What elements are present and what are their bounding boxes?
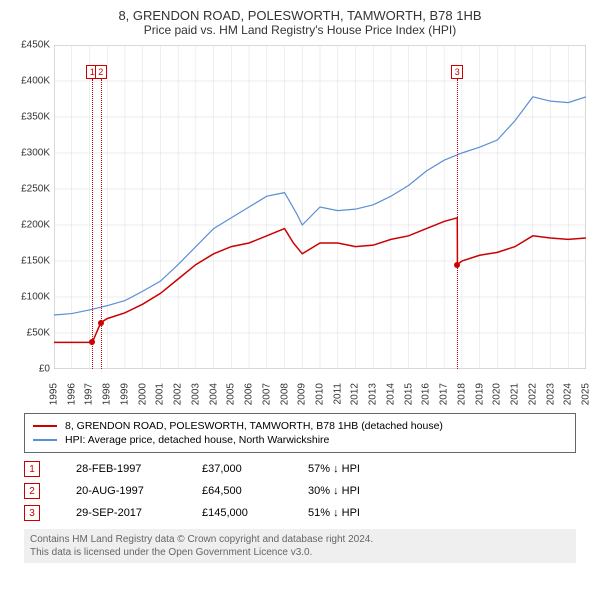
y-tick-label: £250K (10, 184, 50, 195)
x-tick-label: 2016 (421, 383, 432, 405)
x-tick-label: 2022 (527, 383, 538, 405)
event-row-marker: 3 (24, 505, 40, 521)
x-tick-label: 1999 (119, 383, 130, 405)
x-tick-label: 2017 (439, 383, 450, 405)
event-price: £37,000 (202, 463, 272, 475)
event-marker-3: 3 (451, 65, 463, 79)
y-tick-label: £350K (10, 112, 50, 123)
y-tick-label: £300K (10, 148, 50, 159)
chart-container: 8, GRENDON ROAD, POLESWORTH, TAMWORTH, B… (0, 0, 600, 579)
x-tick-label: 2005 (226, 383, 237, 405)
x-tick-label: 2006 (244, 383, 255, 405)
x-tick-label: 2024 (563, 383, 574, 405)
chart-area: 123 £0£50K£100K£150K£200K£250K£300K£350K… (10, 45, 590, 405)
event-marker-line (92, 79, 93, 369)
x-tick-label: 2014 (385, 383, 396, 405)
x-tick-label: 2001 (155, 383, 166, 405)
event-marker-line (457, 79, 458, 369)
x-tick-label: 2009 (297, 383, 308, 405)
x-tick-label: 2020 (492, 383, 503, 405)
x-tick-label: 1998 (102, 383, 113, 405)
x-tick-label: 2021 (510, 383, 521, 405)
x-tick-label: 2003 (190, 383, 201, 405)
event-price: £145,000 (202, 507, 272, 519)
x-tick-label: 2004 (208, 383, 219, 405)
event-date: 29-SEP-2017 (76, 507, 166, 519)
x-tick-label: 2019 (474, 383, 485, 405)
legend-item: HPI: Average price, detached house, Nort… (33, 434, 567, 446)
x-tick-label: 2013 (368, 383, 379, 405)
event-hpi-delta: 51% ↓ HPI (308, 507, 360, 519)
plot-svg (54, 45, 586, 369)
x-tick-label: 1996 (66, 383, 77, 405)
x-tick-label: 2012 (350, 383, 361, 405)
y-tick-label: £100K (10, 292, 50, 303)
x-tick-label: 2010 (315, 383, 326, 405)
footer-line1: Contains HM Land Registry data © Crown c… (30, 533, 570, 546)
x-tick-label: 2002 (173, 383, 184, 405)
event-row: 3 29-SEP-2017 £145,000 51% ↓ HPI (24, 505, 576, 521)
event-datapoint-2 (98, 320, 104, 326)
event-list: 1 28-FEB-1997 £37,000 57% ↓ HPI 2 20-AUG-1997… (24, 461, 576, 521)
event-row: 1 28-FEB-1997 £37,000 57% ↓ HPI (24, 461, 576, 477)
y-tick-label: £0 (10, 364, 50, 375)
legend-swatch (33, 425, 57, 427)
event-date: 20-AUG-1997 (76, 485, 166, 497)
x-tick-label: 2011 (332, 383, 343, 405)
plot-region: 123 (54, 45, 586, 369)
legend-label: 8, GRENDON ROAD, POLESWORTH, TAMWORTH, B… (65, 420, 443, 432)
event-datapoint-3 (454, 262, 460, 268)
y-tick-label: £450K (10, 40, 50, 51)
x-tick-label: 2008 (279, 383, 290, 405)
x-tick-label: 2023 (545, 383, 556, 405)
x-tick-label: 2025 (581, 383, 592, 405)
x-tick-label: 2018 (456, 383, 467, 405)
y-tick-label: £400K (10, 76, 50, 87)
event-row-marker: 2 (24, 483, 40, 499)
chart-subtitle: Price paid vs. HM Land Registry's House … (10, 23, 590, 37)
x-tick-label: 2007 (261, 383, 272, 405)
event-row: 2 20-AUG-1997 £64,500 30% ↓ HPI (24, 483, 576, 499)
y-tick-label: £150K (10, 256, 50, 267)
y-tick-label: £50K (10, 328, 50, 339)
event-marker-2: 2 (95, 65, 107, 79)
event-price: £64,500 (202, 485, 272, 497)
event-hpi-delta: 30% ↓ HPI (308, 485, 360, 497)
y-tick-label: £200K (10, 220, 50, 231)
event-hpi-delta: 57% ↓ HPI (308, 463, 360, 475)
x-tick-label: 2000 (137, 383, 148, 405)
event-datapoint-1 (89, 339, 95, 345)
x-tick-label: 2015 (403, 383, 414, 405)
chart-title: 8, GRENDON ROAD, POLESWORTH, TAMWORTH, B… (10, 8, 590, 23)
event-row-marker: 1 (24, 461, 40, 477)
event-date: 28-FEB-1997 (76, 463, 166, 475)
legend: 8, GRENDON ROAD, POLESWORTH, TAMWORTH, B… (24, 413, 576, 453)
legend-label: HPI: Average price, detached house, Nort… (65, 434, 329, 446)
legend-item: 8, GRENDON ROAD, POLESWORTH, TAMWORTH, B… (33, 420, 567, 432)
x-tick-label: 1995 (49, 383, 60, 405)
legend-swatch (33, 439, 57, 441)
x-tick-label: 1997 (84, 383, 95, 405)
footer-line2: This data is licensed under the Open Gov… (30, 546, 570, 559)
footer-attribution: Contains HM Land Registry data © Crown c… (24, 529, 576, 563)
